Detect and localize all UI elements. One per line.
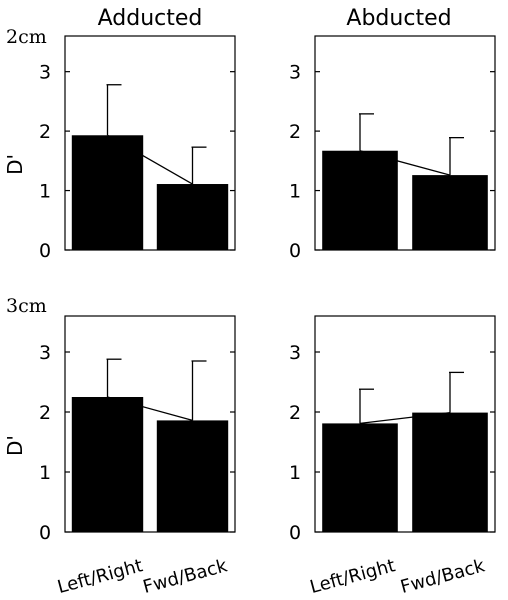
y-tick-label: 2	[289, 121, 301, 143]
y-axis-label: D'	[3, 154, 27, 175]
bar-0	[322, 423, 398, 532]
axes-frame	[314, 35, 496, 251]
y-tick-label: 1	[289, 462, 301, 484]
y-tick-label: 2	[39, 402, 51, 424]
y-axis-label: D'	[3, 435, 27, 456]
row-label-2cm: 2cm	[6, 26, 47, 48]
series-line	[359, 411, 451, 425]
y-tick-label: 1	[39, 181, 51, 203]
y-tick-label: 1	[289, 181, 301, 203]
y-tick-label: 3	[289, 342, 301, 364]
category-label: Left/Right	[55, 555, 145, 598]
y-tick-label: 1	[39, 462, 51, 484]
row-label-3cm: 3cm	[6, 295, 47, 317]
panel-1: 0 1 2 3	[289, 35, 496, 262]
series-line	[107, 134, 193, 185]
y-tick-label: 3	[39, 62, 51, 84]
bar-0	[71, 397, 144, 532]
y-tick-label: 0	[39, 240, 51, 262]
axes-frame	[64, 35, 236, 251]
y-tick-label: 0	[289, 240, 301, 262]
bar-1	[156, 184, 229, 250]
bar-0	[322, 150, 398, 250]
category-label: Fwd/Back	[398, 555, 487, 598]
bar-0	[71, 135, 144, 250]
y-tick-label: 0	[39, 522, 51, 544]
y-tick-label: 2	[39, 121, 51, 143]
bar-1	[412, 175, 488, 250]
y-tick-label: 2	[289, 402, 301, 424]
column-title-adducted: Adducted	[98, 6, 203, 31]
category-label: Fwd/Back	[141, 555, 230, 598]
bar-1	[156, 420, 229, 532]
series-line	[359, 150, 451, 176]
axes-frame	[314, 315, 496, 533]
category-label: Left/Right	[308, 555, 398, 598]
series-line	[107, 396, 193, 422]
panel-3: 0 1 2 3 Left/Right Fwd/Back	[289, 315, 496, 598]
bar-1	[412, 412, 488, 532]
y-tick-label: 3	[289, 62, 301, 84]
y-tick-label: 3	[39, 342, 51, 364]
axes-frame	[64, 315, 236, 533]
y-tick-label: 0	[289, 522, 301, 544]
column-title-abducted: Abducted	[346, 6, 451, 31]
panel-0: 0 1 2 3 D'	[3, 35, 236, 262]
